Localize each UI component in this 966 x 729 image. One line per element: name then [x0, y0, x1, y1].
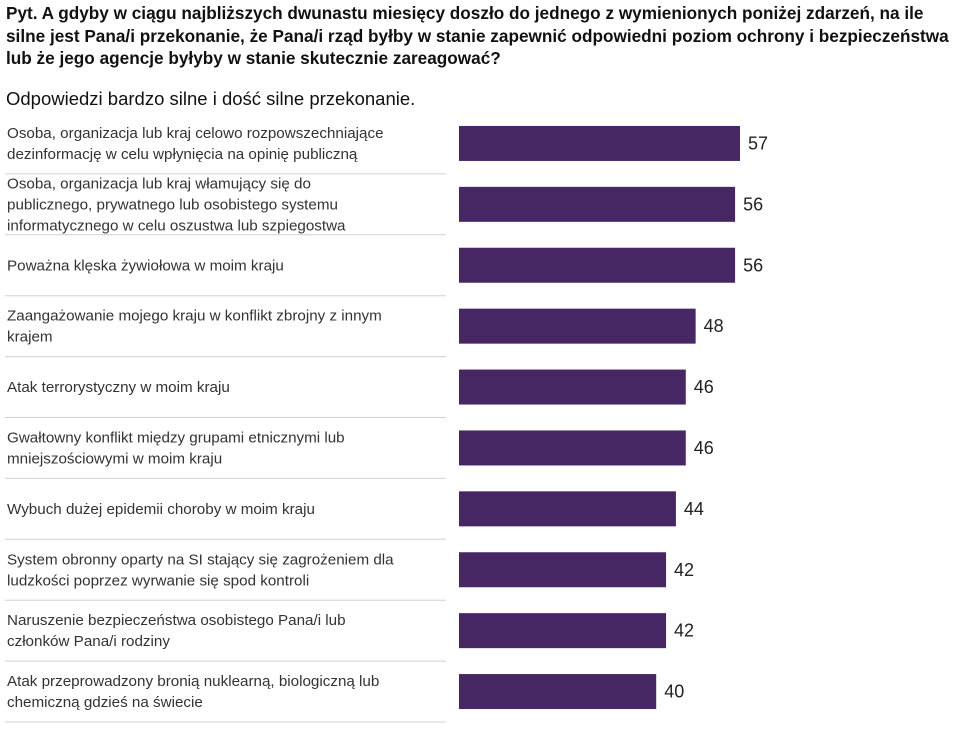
chart-row: Atak terrorystyczny w moim kraju 46: [5, 369, 714, 418]
value-label: 56: [743, 194, 763, 214]
chart-row: Atak przeprowadzony bronią nuklearną, bi…: [5, 673, 684, 723]
bar: [459, 247, 736, 283]
value-label: 57: [748, 133, 768, 153]
value-label: 56: [743, 255, 763, 275]
category-label: krajem: [7, 329, 53, 346]
value-label: 48: [704, 316, 724, 336]
category-label: informatycznego w celu oszustwa lub szpi…: [7, 217, 346, 234]
chart-row: System obronny oparty na SI stający się …: [5, 551, 694, 601]
chart-subtitle: Odpowiedzi bardzo silne i dość silne prz…: [6, 88, 416, 109]
category-label: Wybuch dużej epidemii choroby w moim kra…: [7, 501, 315, 518]
category-label: Osoba, organizacja lub kraj włamujący si…: [7, 175, 311, 192]
bar: [459, 430, 686, 466]
bar: [459, 613, 667, 649]
chart-row: Poważna klęska żywiołowa w moim kraju 56: [5, 247, 763, 297]
value-label: 40: [664, 682, 684, 702]
chart-row: Osoba, organizacja lub kraj celowo rozpo…: [5, 125, 768, 175]
bar: [459, 186, 736, 222]
chart-row: Gwałtowny konflikt między grupami etnicz…: [5, 429, 714, 479]
chart-row: Zaangażowanie mojego kraju w konflikt zb…: [5, 308, 724, 358]
value-label: 46: [694, 377, 714, 397]
chart-row: Naruszenie bezpieczeństwa osobistego Pan…: [5, 612, 694, 662]
category-label: dezinformację w celu wpłynięcia na opini…: [7, 146, 358, 163]
bar: [459, 125, 741, 161]
value-label: 46: [694, 438, 714, 458]
category-label: System obronny oparty na SI stający się …: [7, 551, 394, 568]
category-label: ludzkości poprzez wyrwanie się spod kont…: [7, 572, 309, 589]
chart-question: Pyt. A gdyby w ciągu najbliższych dwunas…: [6, 3, 949, 68]
category-label: Zaangażowanie mojego kraju w konflikt zb…: [7, 308, 382, 325]
value-label: 44: [684, 499, 704, 519]
bar: [459, 552, 667, 588]
category-label: mniejszościowymi w moim kraju: [7, 450, 222, 467]
category-label: chemiczną gdzieś na świecie: [7, 694, 203, 711]
value-label: 42: [674, 560, 694, 580]
bar: [459, 308, 696, 344]
bar: [459, 369, 686, 405]
category-label: Naruszenie bezpieczeństwa osobistego Pan…: [7, 612, 346, 629]
category-label: Poważna klęska żywiołowa w moim kraju: [7, 257, 284, 274]
category-label: Atak terrorystyczny w moim kraju: [7, 379, 230, 396]
category-label: publicznego, prywatnego lub osobistego s…: [7, 196, 338, 213]
category-label: Gwałtowny konflikt między grupami etnicz…: [7, 429, 345, 446]
bar: [459, 491, 676, 527]
category-label: członków Pana/i rodziny: [7, 633, 170, 650]
chart-row: Osoba, organizacja lub kraj włamujący si…: [5, 175, 763, 236]
bar: [459, 674, 657, 710]
value-label: 42: [674, 621, 694, 641]
category-label: Osoba, organizacja lub kraj celowo rozpo…: [7, 125, 384, 142]
chart-row: Wybuch dużej epidemii choroby w moim kra…: [5, 491, 704, 540]
category-label: Atak przeprowadzony bronią nuklearną, bi…: [7, 673, 379, 690]
